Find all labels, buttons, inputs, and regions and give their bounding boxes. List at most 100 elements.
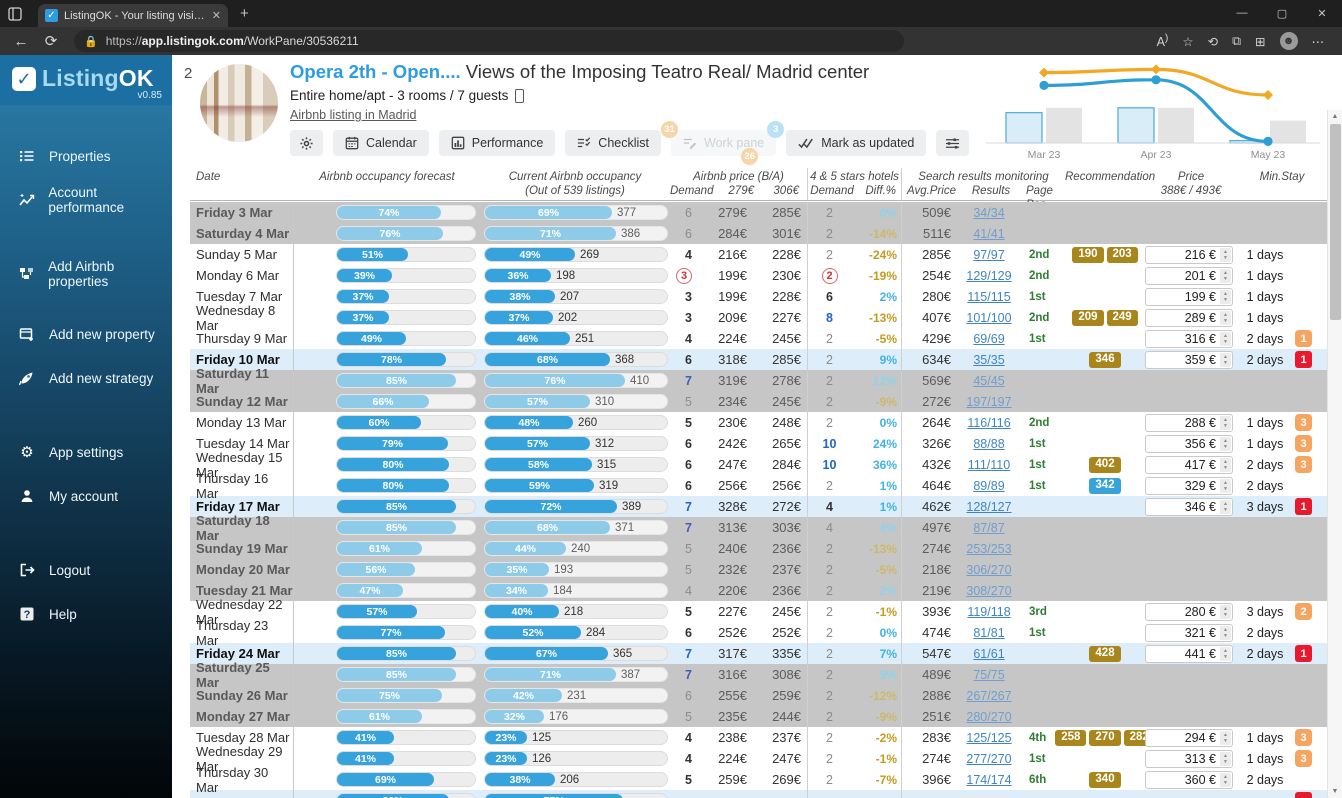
price-stepper[interactable]: ▲ ▼ bbox=[1220, 247, 1231, 262]
tab-actions-button[interactable] bbox=[0, 0, 30, 27]
profile-avatar[interactable]: ☻ bbox=[1279, 32, 1298, 50]
price-stepper[interactable]: ▲ ▼ bbox=[1220, 457, 1231, 472]
recommendation-badge[interactable]: 249 bbox=[1106, 309, 1138, 326]
price-stepper[interactable]: ▲ ▼ bbox=[1220, 751, 1231, 766]
price-stepper[interactable]: ▲ ▼ bbox=[1220, 478, 1231, 493]
recommendation-badge[interactable]: 190 bbox=[1072, 246, 1104, 263]
read-aloud-icon[interactable]: A) bbox=[1156, 32, 1169, 50]
recommendation-badge[interactable]: 346 bbox=[1089, 351, 1121, 368]
results-link[interactable]: 128/127 bbox=[966, 499, 1012, 514]
price-stepper[interactable]: ▲ ▼ bbox=[1220, 604, 1231, 619]
table-row[interactable]: Sunday 26 Mar 75% 42% 231 6 255€ 259€ 2 -12% 288€… bbox=[190, 685, 1328, 706]
sidebar-item-add-new-strategy[interactable]: Add new strategy bbox=[0, 363, 172, 393]
price-input[interactable]: 280 € ▲ ▼ bbox=[1145, 602, 1233, 621]
table-row[interactable]: Tuesday 28 Mar 41% 23% 125 4 238€ 237€ 2 -2% 283€… bbox=[190, 727, 1328, 748]
price-stepper[interactable]: ▲ ▼ bbox=[1220, 499, 1231, 514]
price-input[interactable]: 199 € ▲ ▼ bbox=[1145, 287, 1233, 306]
results-link[interactable]: 125/125 bbox=[966, 730, 1012, 745]
table-row[interactable]: Tuesday 7 Mar 37% 38% 207 3 199€ 228€ 6 2% 280€ 11… bbox=[190, 286, 1328, 307]
results-link[interactable]: 34/34 bbox=[973, 205, 1005, 220]
sidebar-item-account-performance[interactable]: Account performance bbox=[0, 185, 172, 215]
results-link[interactable]: 197/197 bbox=[966, 394, 1012, 409]
sidebar-item-add-new-property[interactable]: Add new property bbox=[0, 319, 172, 349]
table-row[interactable]: Saturday 11 Mar 85% 76% 410 7 319€ 278€ 2 12% 569… bbox=[190, 366, 1328, 396]
table-row[interactable]: Tuesday 14 Mar 79% 57% 312 6 242€ 265€ 10 24% 326… bbox=[190, 433, 1328, 454]
price-stepper[interactable]: ▲ ▼ bbox=[1220, 625, 1231, 640]
table-row[interactable]: Sunday 12 Mar 66% 57% 310 5 234€ 245€ 2 -9% 272€ 1… bbox=[190, 391, 1328, 412]
work-pane-button[interactable]: Work pane 31 3 26 bbox=[661, 121, 785, 165]
price-input[interactable]: 441 € ▲ ▼ bbox=[1145, 644, 1233, 663]
table-row[interactable]: Saturday 4 Mar 76% 71% 386 6 284€ 301€ 2 -14% 511… bbox=[190, 223, 1328, 244]
new-tab-button[interactable]: + bbox=[240, 5, 249, 22]
app-logo[interactable]: ✓ ListingOK v0.85 bbox=[0, 55, 172, 105]
recommendation-badge[interactable]: 428 bbox=[1089, 645, 1121, 662]
price-stepper[interactable]: ▲ ▼ bbox=[1220, 730, 1231, 745]
more-menu-icon[interactable]: ⋯ bbox=[1311, 34, 1325, 49]
table-row[interactable]: Saturday 25 Mar 85% 71% 387 7 316€ 308€ 2 9% 489€… bbox=[190, 660, 1328, 690]
property-photo[interactable] bbox=[200, 64, 278, 142]
price-input[interactable]: 216 € ▲ ▼ bbox=[1145, 245, 1233, 264]
minimize-button[interactable]: — bbox=[1236, 7, 1248, 19]
table-row[interactable]: Friday 17 Mar 85% 72% 389 7 328€ 272€ 4 1% 462€ 12… bbox=[190, 496, 1328, 517]
scrollbar-thumb[interactable] bbox=[1330, 124, 1341, 320]
price-stepper[interactable]: ▲ ▼ bbox=[1220, 415, 1231, 430]
sidebar-item-help[interactable]: ? Help bbox=[0, 599, 172, 629]
price-input[interactable]: 294 € ▲ ▼ bbox=[1145, 728, 1233, 747]
sidebar-item-app-settings[interactable]: ⚙ App settings bbox=[0, 437, 172, 467]
price-input[interactable]: 201 € ▲ ▼ bbox=[1145, 266, 1233, 285]
price-input[interactable]: 321 € ▲ ▼ bbox=[1145, 623, 1233, 642]
price-input[interactable]: 288 € ▲ ▼ bbox=[1145, 413, 1233, 432]
results-link[interactable]: 81/81 bbox=[973, 625, 1005, 640]
table-row[interactable]: Monday 20 Mar 56% 35% 193 5 232€ 237€ 2 -5% 218€ 3… bbox=[190, 559, 1328, 580]
airbnb-listing-link[interactable]: Airbnb listing in Madrid bbox=[290, 108, 417, 122]
table-row[interactable]: Friday 3 Mar 74% 69% 377 6 279€ 285€ 2 0% 509€ 34/… bbox=[190, 202, 1328, 223]
price-stepper[interactable]: ▲ ▼ bbox=[1220, 331, 1231, 346]
table-row[interactable]: Sunday 5 Mar 51% 49% 269 4 216€ 228€ 2 -24% 285€ 9… bbox=[190, 244, 1328, 265]
back-button[interactable]: ← bbox=[13, 32, 29, 50]
table-row[interactable]: Thursday 16 Mar 80% 59% 319 6 256€ 256€ 2 1% 464€… bbox=[190, 471, 1328, 501]
recommendation-badge[interactable]: 402 bbox=[1089, 456, 1121, 473]
favorites-star-icon[interactable]: ☆ bbox=[1182, 34, 1194, 49]
table-row[interactable]: Thursday 23 Mar 77% 52% 284 6 252€ 252€ 2 0% 474€… bbox=[190, 618, 1328, 648]
maximize-button[interactable]: ▢ bbox=[1276, 8, 1288, 20]
results-link[interactable]: 88/88 bbox=[973, 436, 1005, 451]
price-stepper[interactable]: ▲ ▼ bbox=[1220, 268, 1231, 283]
results-link[interactable]: 41/41 bbox=[973, 226, 1005, 241]
price-input[interactable]: 313 € ▲ ▼ bbox=[1145, 749, 1233, 768]
table-row[interactable]: Tuesday 21 Mar 47% 34% 184 4 220€ 236€ 2 2% 219€ 3… bbox=[190, 580, 1328, 601]
table-row[interactable]: Wednesday 15 Mar 80% 58% 315 6 247€ 284€ 10 36% 4… bbox=[190, 450, 1328, 480]
recommendation-badge[interactable]: 340 bbox=[1089, 771, 1121, 788]
table-row[interactable]: Monday 6 Mar 39% 36% 198 3 199€ 230€ 2 -19% 254€ 1… bbox=[190, 265, 1328, 286]
table-row[interactable]: Sunday 19 Mar 61% 44% 240 5 240€ 236€ 2 -13% 274€… bbox=[190, 538, 1328, 559]
recommendation-badge[interactable]: 203 bbox=[1106, 246, 1138, 263]
table-row[interactable]: Saturday 18 Mar 85% 68% 371 7 313€ 303€ 4 4% 497€… bbox=[190, 513, 1328, 543]
results-link[interactable]: 267/267 bbox=[966, 688, 1012, 703]
sync-icon[interactable]: ⟲ bbox=[1207, 34, 1219, 49]
table-row[interactable]: Friday 24 Mar 85% 67% 365 7 317€ 335€ 2 7% 547€ 61… bbox=[190, 643, 1328, 664]
refresh-button[interactable]: ⟳ bbox=[44, 33, 58, 50]
results-link[interactable]: 308/270 bbox=[966, 583, 1012, 598]
recommendation-badge[interactable]: 342 bbox=[1089, 477, 1121, 494]
results-link[interactable]: 115/115 bbox=[967, 289, 1011, 304]
extensions-icon[interactable]: ⧉ bbox=[1232, 33, 1242, 48]
table-row[interactable]: Thursday 30 Mar 69% 38% 206 5 259€ 269€ 2 -7% 396… bbox=[190, 765, 1328, 795]
price-stepper[interactable]: ▲ ▼ bbox=[1220, 352, 1231, 367]
results-link[interactable]: 61/61 bbox=[973, 646, 1005, 661]
recommendation-badge[interactable]: 209 bbox=[1072, 309, 1104, 326]
results-link[interactable]: 116/116 bbox=[967, 415, 1011, 430]
price-input[interactable]: 316 € ▲ ▼ bbox=[1145, 329, 1233, 348]
recommendation-badge[interactable]: 258 bbox=[1055, 729, 1087, 746]
price-input[interactable]: 360 € ▲ ▼ bbox=[1145, 770, 1233, 789]
scrollbar-down-arrow[interactable]: ▼ bbox=[1331, 788, 1339, 795]
collections-icon[interactable]: ⊞ bbox=[1255, 34, 1266, 49]
table-row[interactable]: Monday 27 Mar 61% 32% 176 5 235€ 244€ 2 -9% 251€ 2… bbox=[190, 706, 1328, 727]
sidebar-item-logout[interactable]: Logout bbox=[0, 555, 172, 585]
price-stepper[interactable]: ▲ ▼ bbox=[1220, 310, 1231, 325]
results-link[interactable]: 253/253 bbox=[966, 541, 1012, 556]
results-link[interactable]: 75/75 bbox=[973, 667, 1005, 682]
price-stepper[interactable]: ▲ ▼ bbox=[1220, 436, 1231, 451]
scrollbar-up-arrow[interactable]: ▲ bbox=[1331, 113, 1339, 120]
results-link[interactable]: 87/87 bbox=[973, 520, 1005, 535]
checklist-button[interactable]: Checklist bbox=[565, 130, 662, 156]
results-link[interactable]: 277/270 bbox=[966, 751, 1012, 766]
